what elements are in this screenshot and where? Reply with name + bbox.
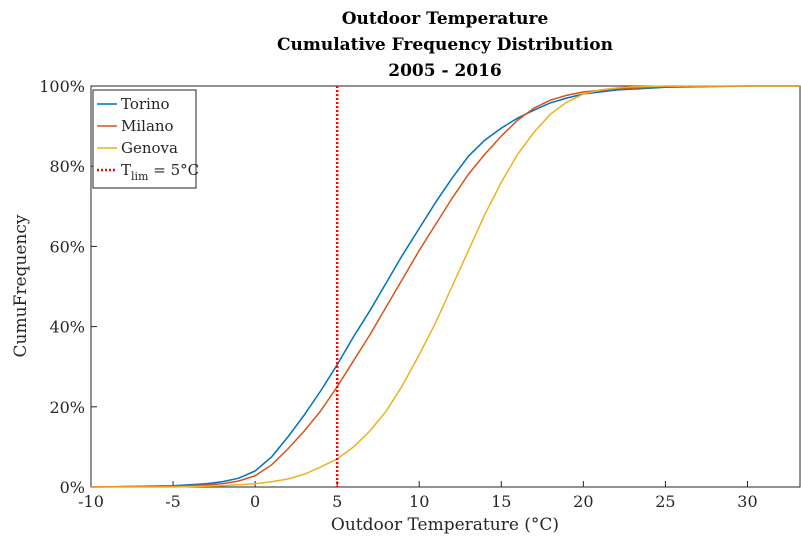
y-tick-label: 20%	[49, 398, 85, 417]
legend-label: Genova	[121, 139, 178, 157]
legend-label: Tlim = 5°C	[121, 161, 199, 183]
x-tick-label: 15	[491, 492, 511, 511]
x-tick-label: 25	[655, 492, 675, 511]
y-tick-label: 60%	[49, 237, 85, 256]
series-line	[90, 85, 800, 488]
x-tick-label: 0	[250, 492, 260, 511]
x-tick-label: 5	[332, 492, 342, 511]
x-tick-label: -5	[165, 492, 181, 511]
chart-title: Cumulative Frequency Distribution	[277, 35, 613, 55]
series-line	[90, 85, 800, 488]
y-tick-label: 100%	[39, 77, 85, 96]
legend-label: Milano	[121, 117, 174, 135]
chart-title: Outdoor Temperature	[342, 9, 549, 29]
legend-box	[92, 89, 197, 189]
legend-label-part: = 5°C	[148, 161, 199, 179]
plot-frame	[90, 85, 801, 488]
y-tick-label: 40%	[49, 318, 85, 337]
x-tick-label: -10	[78, 492, 104, 511]
x-axis-label: Outdoor Temperature (°C)	[331, 515, 559, 535]
x-tick-label: 10	[409, 492, 429, 511]
legend-label-sub: lim	[131, 170, 149, 183]
y-tick-label: 80%	[49, 157, 85, 176]
legend-label-part: T	[121, 161, 131, 179]
series-line	[91, 85, 800, 488]
y-tick-label: 0%	[60, 478, 85, 497]
y-axis-label: CumuFrequency	[11, 214, 31, 357]
x-tick-label: 30	[737, 492, 757, 511]
chart-title: 2005 - 2016	[388, 61, 502, 81]
x-tick-label: 20	[573, 492, 593, 511]
legend-label: Torino	[121, 95, 170, 113]
